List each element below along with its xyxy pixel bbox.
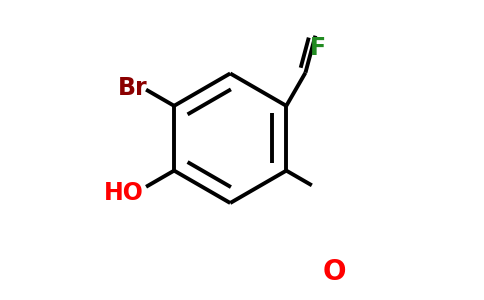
Text: HO: HO xyxy=(104,181,143,205)
Text: Br: Br xyxy=(118,76,148,100)
Text: O: O xyxy=(323,258,347,286)
Text: F: F xyxy=(310,36,326,60)
